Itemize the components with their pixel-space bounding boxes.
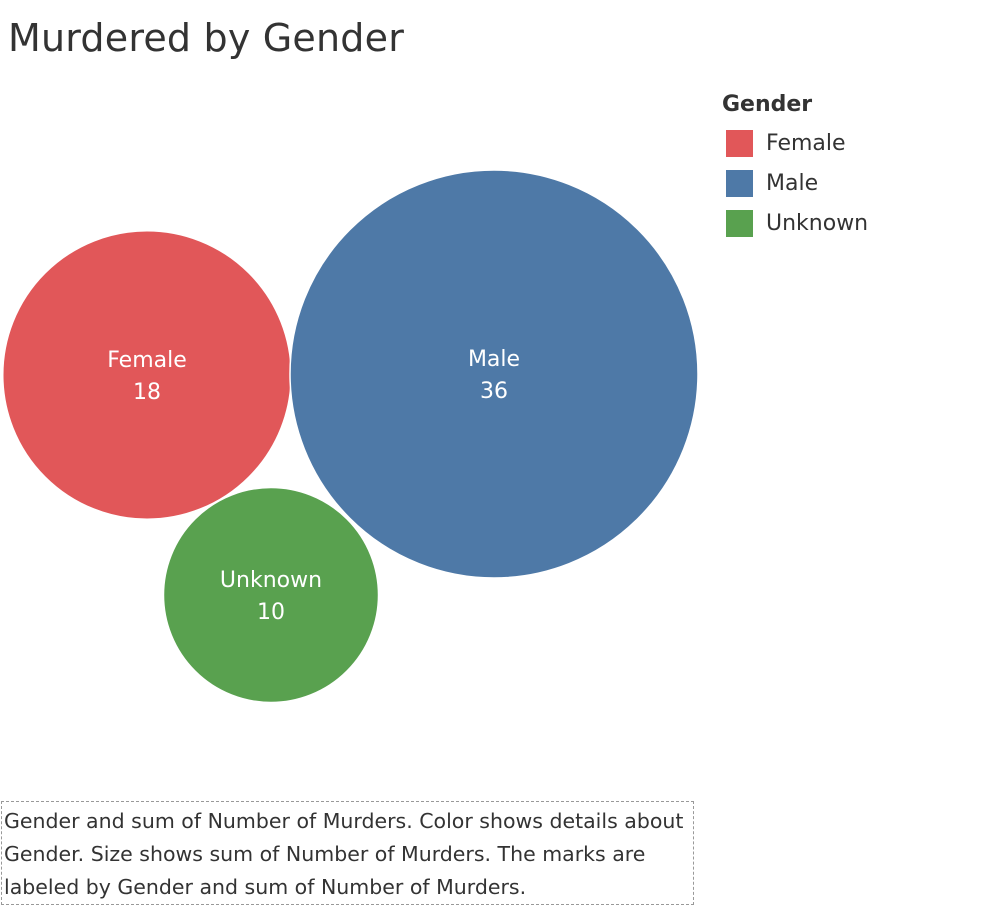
- bubble-unknown[interactable]: [162, 486, 380, 704]
- legend: Gender Female Male Unknown: [722, 92, 868, 243]
- legend-item-male[interactable]: Male: [722, 163, 868, 203]
- legend-title: Gender: [722, 92, 813, 117]
- bubble-value-male: 36: [480, 379, 508, 404]
- legend-label-male: Male: [766, 170, 819, 196]
- bubble-value-unknown: 10: [257, 600, 285, 625]
- bubble-female[interactable]: [2, 230, 292, 520]
- bubble-value-female: 18: [133, 380, 161, 405]
- bubble-male[interactable]: [289, 169, 699, 579]
- bubble-chart: Female 18 Male 36 Unknown 10: [2, 169, 699, 704]
- legend-swatch-unknown: [726, 209, 753, 237]
- legend-item-unknown[interactable]: Unknown: [722, 203, 868, 243]
- legend-swatch-female: [726, 129, 753, 157]
- bubble-label-female: Female: [107, 348, 187, 373]
- legend-swatch-male: [726, 169, 753, 197]
- chart-caption: Gender and sum of Number of Murders. Col…: [1, 801, 694, 905]
- chart-title: Murdered by Gender: [8, 16, 405, 60]
- bubble-label-male: Male: [468, 347, 520, 372]
- legend-item-female[interactable]: Female: [722, 123, 868, 163]
- legend-label-female: Female: [766, 130, 846, 156]
- legend-label-unknown: Unknown: [766, 210, 869, 236]
- bubble-label-unknown: Unknown: [220, 568, 322, 593]
